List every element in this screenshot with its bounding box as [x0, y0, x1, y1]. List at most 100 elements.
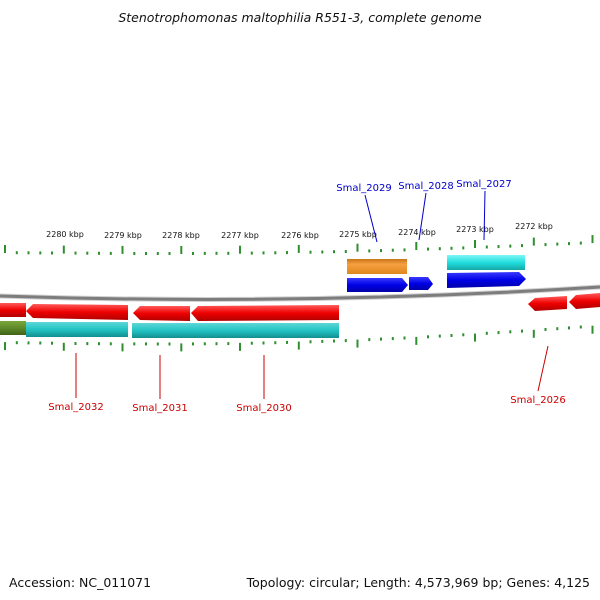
- minor-tick: [86, 342, 89, 346]
- minor-tick: [192, 252, 194, 255]
- kbp-label: 2277 kbp: [221, 231, 259, 240]
- cds-feature-smal-2027[interactable]: [447, 255, 525, 270]
- major-tick: [239, 342, 241, 351]
- major-tick: [297, 341, 300, 350]
- minor-tick: [227, 342, 230, 346]
- other-feature-partial-left[interactable]: [0, 321, 26, 335]
- minor-tick: [274, 341, 277, 345]
- minor-tick: [145, 342, 147, 346]
- gene-arrow-smal-2029[interactable]: [347, 278, 408, 292]
- minor-tick: [497, 331, 500, 335]
- kbp-label: 2279 kbp: [104, 231, 142, 240]
- minor-tick: [380, 337, 382, 341]
- gene-label-smal-2032[interactable]: Smal_2032: [48, 402, 103, 413]
- gene-arrow-smal-2030[interactable]: [191, 305, 339, 321]
- major-tick: [415, 336, 418, 345]
- minor-tick: [156, 342, 159, 346]
- gene-arrow-smal-2032[interactable]: [26, 304, 128, 320]
- kbp-label: 2276 kbp: [281, 231, 319, 240]
- minor-tick: [74, 251, 77, 255]
- minor-tick: [438, 247, 441, 251]
- minor-tick: [109, 251, 112, 255]
- cds-feature-smal-2032[interactable]: [26, 322, 128, 337]
- major-tick: [121, 343, 124, 352]
- minor-tick: [556, 327, 559, 331]
- minor-tick: [450, 334, 453, 337]
- major-tick: [532, 237, 535, 246]
- gene-label-smal-2026[interactable]: Smal_2026: [510, 395, 565, 406]
- minor-tick: [215, 342, 218, 346]
- map-title: Stenotrophomonas maltophilia R551-3, com…: [118, 10, 482, 25]
- minor-tick: [133, 342, 136, 346]
- gene-arrow-smal-2026[interactable]: [528, 296, 567, 311]
- major-tick: [62, 342, 65, 351]
- major-tick: [356, 243, 359, 252]
- major-tick: [4, 245, 6, 253]
- minor-tick: [168, 342, 171, 346]
- minor-tick: [39, 251, 42, 255]
- minor-tick: [521, 244, 523, 248]
- genome-backbone-core: [0, 285, 600, 301]
- minor-tick: [391, 337, 394, 341]
- minor-tick: [427, 247, 429, 251]
- minor-tick: [579, 325, 582, 329]
- minor-tick: [521, 329, 523, 333]
- cds-feature-smal-2031[interactable]: [132, 323, 190, 338]
- minor-tick: [262, 341, 265, 345]
- gene-label-smal-2031[interactable]: Smal_2031: [132, 403, 187, 414]
- major-tick: [62, 245, 65, 254]
- gene-leader-line: [537, 345, 549, 392]
- gene-label-smal-2028[interactable]: Smal_2028: [398, 181, 453, 192]
- major-tick: [4, 342, 6, 351]
- cds-feature-smal-2030[interactable]: [190, 323, 339, 338]
- gene-arrow-smal-2027[interactable]: [447, 272, 526, 288]
- minor-tick: [309, 340, 312, 344]
- minor-tick: [51, 251, 53, 255]
- minor-tick: [215, 251, 218, 255]
- major-tick: [121, 245, 124, 254]
- minor-tick: [568, 242, 570, 246]
- kbp-label: 2275 kbp: [339, 230, 377, 239]
- minor-tick: [133, 252, 136, 255]
- minor-tick: [250, 251, 253, 255]
- minor-tick: [462, 333, 465, 337]
- major-tick: [356, 339, 359, 348]
- gene-leader-line: [418, 192, 427, 241]
- minor-tick: [544, 328, 547, 331]
- minor-tick: [156, 252, 159, 255]
- kbp-label: 2280 kbp: [46, 230, 84, 239]
- minor-tick: [309, 250, 312, 254]
- gene-leader-line: [483, 190, 486, 241]
- minor-tick: [98, 251, 100, 255]
- gene-label-smal-2029[interactable]: Smal_2029: [336, 183, 391, 194]
- minor-tick: [509, 330, 512, 334]
- gene-arrow-partial-right[interactable]: [569, 293, 600, 309]
- major-tick: [591, 235, 594, 244]
- minor-tick: [250, 341, 253, 345]
- major-tick: [239, 245, 241, 254]
- gene-arrow-smal-2028[interactable]: [409, 277, 433, 290]
- minor-tick: [27, 341, 30, 345]
- gene-label-smal-2027[interactable]: Smal_2027: [456, 179, 511, 190]
- gene-label-smal-2030[interactable]: Smal_2030: [236, 403, 291, 414]
- major-tick: [532, 329, 535, 338]
- minor-tick: [203, 342, 206, 346]
- minor-tick: [427, 335, 429, 339]
- scale-ticks-top: [4, 235, 594, 255]
- minor-tick: [262, 251, 265, 255]
- major-tick: [415, 242, 418, 250]
- major-tick: [591, 325, 594, 334]
- accession-text: Accession: NC_011071: [9, 575, 152, 590]
- genome-stats-text: Topology: circular; Length: 4,573,969 bp…: [246, 575, 590, 590]
- gene-arrow-partial-left[interactable]: [0, 303, 26, 317]
- minor-tick: [403, 248, 406, 252]
- scale-ticks-bottom: [4, 325, 594, 352]
- minor-tick: [485, 245, 488, 249]
- minor-tick: [509, 244, 512, 248]
- rna-feature-smal-2029[interactable]: [347, 259, 407, 274]
- minor-tick: [568, 326, 570, 330]
- minor-tick: [227, 251, 230, 255]
- gene-arrow-smal-2031[interactable]: [133, 306, 190, 321]
